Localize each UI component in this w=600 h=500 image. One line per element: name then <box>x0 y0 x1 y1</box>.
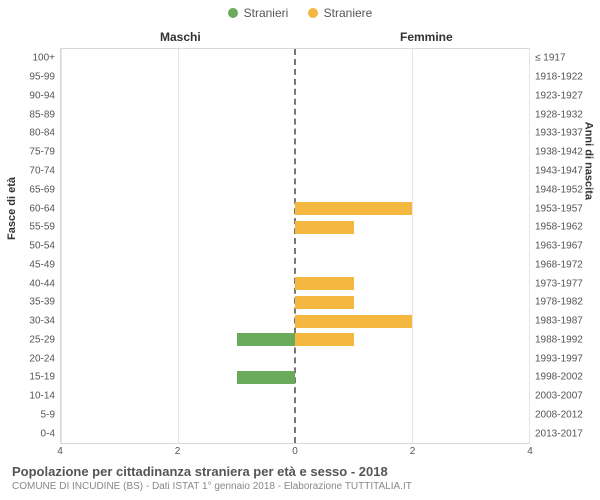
birth-label: 1918-1922 <box>529 72 583 83</box>
x-tick-label: 2 <box>410 446 416 457</box>
x-tick-label: 0 <box>292 446 298 457</box>
age-label: 85-89 <box>29 109 61 120</box>
birth-label: 1933-1937 <box>529 128 583 139</box>
birth-label: 1968-1972 <box>529 259 583 270</box>
legend-female-swatch <box>308 8 318 18</box>
age-label: 95-99 <box>29 72 61 83</box>
birth-label: 1953-1957 <box>529 203 583 214</box>
table-row: 55-591958-1962 <box>61 218 529 237</box>
legend-female: Straniere <box>308 6 373 20</box>
y-axis-right-title: Anni di nascita <box>582 122 594 200</box>
birth-label: 1993-1997 <box>529 353 583 364</box>
table-row: 5-92008-2012 <box>61 406 529 425</box>
x-tick-label: 4 <box>527 446 533 457</box>
birth-label: 1973-1977 <box>529 278 583 289</box>
age-label: 70-74 <box>29 165 61 176</box>
table-row: 15-191998-2002 <box>61 368 529 387</box>
rows-container: 100+≤ 191795-991918-192290-941923-192785… <box>61 49 529 443</box>
chart-subtitle: COMUNE DI INCUDINE (BS) - Dati ISTAT 1° … <box>12 481 588 492</box>
table-row: 95-991918-1922 <box>61 68 529 87</box>
bar-female <box>295 202 412 215</box>
birth-label: 1928-1932 <box>529 109 583 120</box>
bar-female <box>295 333 354 346</box>
age-label: 75-79 <box>29 147 61 158</box>
table-row: 70-741943-1947 <box>61 162 529 181</box>
age-label: 60-64 <box>29 203 61 214</box>
bar-female <box>295 277 354 290</box>
bar-female <box>295 221 354 234</box>
table-row: 20-241993-1997 <box>61 349 529 368</box>
table-row: 50-541963-1967 <box>61 237 529 256</box>
plot-area: 100+≤ 191795-991918-192290-941923-192785… <box>60 48 530 444</box>
table-row: 45-491968-1972 <box>61 255 529 274</box>
female-column-header: Femmine <box>400 30 453 44</box>
table-row: 60-641953-1957 <box>61 199 529 218</box>
birth-label: 1998-2002 <box>529 372 583 383</box>
table-row: 90-941923-1927 <box>61 87 529 106</box>
birth-label: 1943-1947 <box>529 165 583 176</box>
table-row: 80-841933-1937 <box>61 124 529 143</box>
birth-label: 1988-1992 <box>529 334 583 345</box>
table-row: 30-341983-1987 <box>61 312 529 331</box>
table-row: 100+≤ 1917 <box>61 49 529 68</box>
age-label: 35-39 <box>29 297 61 308</box>
table-row: 10-142003-2007 <box>61 387 529 406</box>
bar-female <box>295 296 354 309</box>
x-tick-label: 4 <box>57 446 63 457</box>
table-row: 35-391978-1982 <box>61 293 529 312</box>
age-label: 0-4 <box>41 428 61 439</box>
x-tick-label: 2 <box>175 446 181 457</box>
bar-male <box>237 333 296 346</box>
legend-male: Stranieri <box>228 6 289 20</box>
male-column-header: Maschi <box>160 30 201 44</box>
age-label: 65-69 <box>29 184 61 195</box>
y-axis-left-title: Fasce di età <box>6 177 18 240</box>
age-label: 90-94 <box>29 90 61 101</box>
table-row: 40-441973-1977 <box>61 274 529 293</box>
age-label: 80-84 <box>29 128 61 139</box>
bar-male <box>237 371 296 384</box>
age-label: 5-9 <box>41 409 61 420</box>
birth-label: 1958-1962 <box>529 222 583 233</box>
birth-label: 2003-2007 <box>529 391 583 402</box>
birth-label: 1963-1967 <box>529 241 583 252</box>
age-label: 10-14 <box>29 391 61 402</box>
legend-female-label: Straniere <box>324 6 373 20</box>
chart-title: Popolazione per cittadinanza straniera p… <box>12 464 588 479</box>
chart-container: Stranieri Straniere Maschi Femmine Fasce… <box>0 0 600 500</box>
age-label: 100+ <box>32 53 61 64</box>
x-axis-ticks: 4 2 0 2 4 <box>60 446 530 462</box>
birth-label: 1978-1982 <box>529 297 583 308</box>
footer: Popolazione per cittadinanza straniera p… <box>12 464 588 492</box>
birth-label: 2013-2017 <box>529 428 583 439</box>
table-row: 85-891928-1932 <box>61 105 529 124</box>
age-label: 15-19 <box>29 372 61 383</box>
age-label: 45-49 <box>29 259 61 270</box>
legend-male-swatch <box>228 8 238 18</box>
legend: Stranieri Straniere <box>0 6 600 21</box>
table-row: 0-42013-2017 <box>61 424 529 443</box>
birth-label: 1948-1952 <box>529 184 583 195</box>
birth-label: 1938-1942 <box>529 147 583 158</box>
bar-female <box>295 315 412 328</box>
table-row: 65-691948-1952 <box>61 180 529 199</box>
age-label: 40-44 <box>29 278 61 289</box>
birth-label: ≤ 1917 <box>529 53 566 64</box>
age-label: 30-34 <box>29 316 61 327</box>
age-label: 55-59 <box>29 222 61 233</box>
birth-label: 1983-1987 <box>529 316 583 327</box>
age-label: 25-29 <box>29 334 61 345</box>
table-row: 25-291988-1992 <box>61 330 529 349</box>
table-row: 75-791938-1942 <box>61 143 529 162</box>
birth-label: 2008-2012 <box>529 409 583 420</box>
age-label: 50-54 <box>29 241 61 252</box>
legend-male-label: Stranieri <box>244 6 289 20</box>
age-label: 20-24 <box>29 353 61 364</box>
birth-label: 1923-1927 <box>529 90 583 101</box>
